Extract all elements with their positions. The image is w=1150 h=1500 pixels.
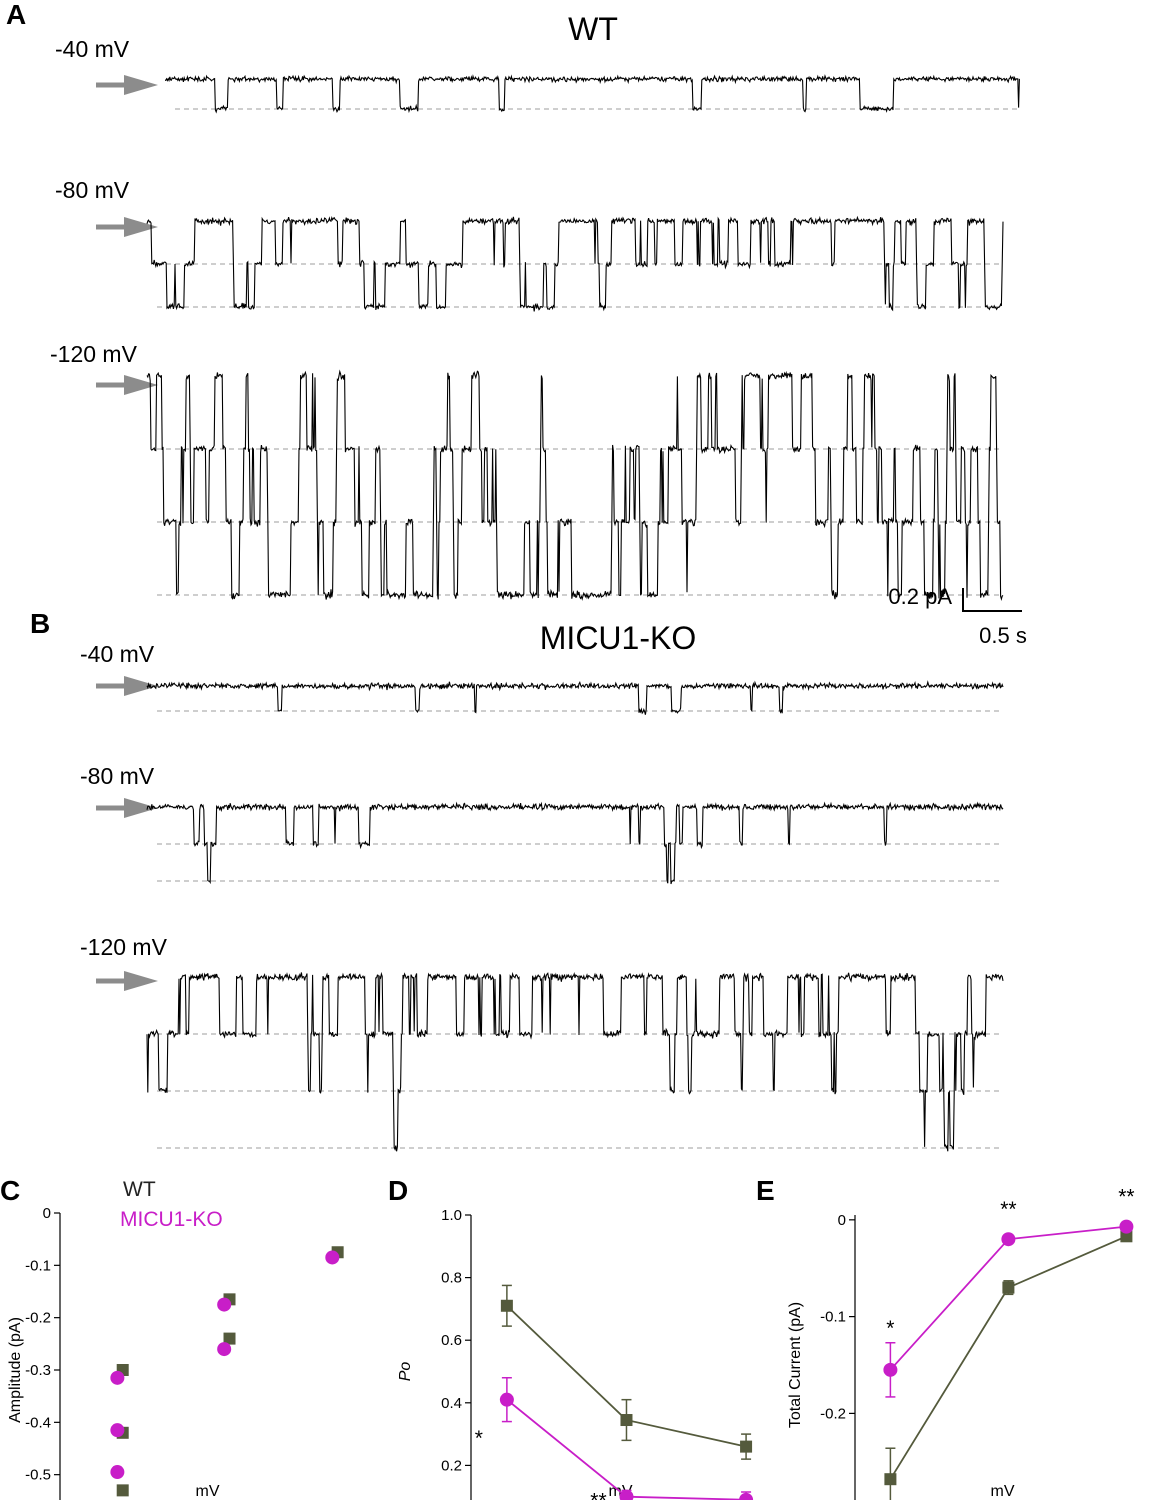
- y-tick-label: -0.4: [25, 1414, 51, 1431]
- y-axis-label: Total Current (pA): [787, 1302, 804, 1428]
- y-tick-label: 0: [838, 1212, 846, 1229]
- panel-a-title: WT: [568, 11, 618, 47]
- y-axis-label: Amplitude (pA): [7, 1317, 24, 1423]
- micu1-ko-data-point: [883, 1362, 898, 1377]
- scale-bar-time-label: 0.5 s: [979, 623, 1027, 648]
- micu1-ko-data-point: [110, 1465, 125, 1480]
- y-tick-label: -0.1: [25, 1257, 51, 1274]
- micu1-ko-data-point: [217, 1297, 232, 1312]
- voltage-label: -40 mV: [55, 36, 130, 62]
- wt-data-point: [740, 1440, 753, 1453]
- panel-d: D 00.20.40.60.81.0-120-80-40mVPo***: [388, 1175, 754, 1500]
- po-chart: 00.20.40.60.81.0-120-80-40mVPo***: [397, 1207, 754, 1500]
- micu1-ko-data-point: [619, 1489, 634, 1500]
- wt-data-point: [116, 1364, 129, 1376]
- wt-traces: -40 mV -80 mV -120 mV: [50, 36, 1020, 601]
- significance-marker: **: [1000, 1198, 1016, 1221]
- y-tick-label: 0.6: [441, 1332, 462, 1349]
- significance-marker: **: [590, 1489, 606, 1500]
- legend-wt: WT: [123, 1178, 156, 1201]
- panel-c: C WT MICU1-KO 0-0.1-0.2-0.3-0.4-0.5-0.6-…: [0, 1175, 344, 1500]
- wt-data-point: [1002, 1281, 1015, 1294]
- micu1-ko-data-point: [325, 1250, 340, 1265]
- arrow-head: [124, 217, 158, 237]
- voltage-label: -120 mV: [80, 934, 168, 960]
- panel-b-title: MICU1-KO: [540, 620, 696, 656]
- wt-data-point: [500, 1299, 513, 1312]
- micu1-ko-data-point: [217, 1342, 232, 1357]
- panel-letter-b: B: [30, 608, 50, 639]
- y-tick-label: 0.8: [441, 1270, 462, 1287]
- panel-letter-a: A: [6, 0, 26, 30]
- panel-letter-c: C: [0, 1175, 20, 1206]
- micu1-ko-data-point: [110, 1370, 125, 1385]
- voltage-label: -120 mV: [50, 341, 138, 367]
- panel-letter-e: E: [756, 1175, 775, 1206]
- amplitude-chart: 0-0.1-0.2-0.3-0.4-0.5-0.6-120-80-40mVAmp…: [7, 1205, 344, 1500]
- legend-micu1-ko: MICU1-KO: [120, 1208, 223, 1231]
- micu1-ko-data-point: [1119, 1219, 1134, 1234]
- panel-a: A WT -40 mV -80 mV -120 mV: [6, 0, 1020, 601]
- voltage-label: -80 mV: [80, 763, 155, 789]
- x-axis-label: mV: [991, 1483, 1015, 1500]
- y-tick-label: 0.2: [441, 1457, 462, 1474]
- y-tick-label: 0.4: [441, 1395, 462, 1412]
- total-current-chart: 0-0.1-0.2-0.3-120-80-40mVTotal Current (…: [787, 1186, 1135, 1500]
- micu1-ko-data-point: [110, 1423, 125, 1438]
- wt-series-line: [889, 1235, 1127, 1480]
- current-trace: [146, 801, 1004, 885]
- current-trace: [146, 680, 1004, 715]
- x-axis-label: mV: [196, 1483, 220, 1500]
- arrow-head: [124, 75, 158, 95]
- y-tick-label: -0.2: [25, 1310, 51, 1327]
- voltage-label: -80 mV: [55, 177, 130, 203]
- y-tick-label: -0.3: [25, 1362, 51, 1379]
- panel-b: B MICU1-KO -40 mV -80 mV -120 mV: [30, 608, 1004, 1152]
- wt-data-point: [223, 1332, 236, 1345]
- current-trace: [146, 971, 1004, 1152]
- y-tick-label: -0.2: [820, 1405, 846, 1422]
- wt-data-point: [620, 1414, 633, 1427]
- current-trace: [165, 74, 1020, 114]
- significance-marker: *: [475, 1427, 483, 1450]
- y-axis-label: Po: [397, 1362, 414, 1382]
- arrow-head: [124, 971, 158, 991]
- significance-marker: *: [886, 1317, 894, 1340]
- scale-bar-current-label: 0.2 pA: [888, 584, 952, 609]
- panel-letter-d: D: [388, 1175, 408, 1206]
- scale-bar: 0.2 pA 0.5 s: [888, 584, 1026, 648]
- arrow-head: [124, 375, 158, 395]
- wt-data-point: [116, 1484, 129, 1497]
- current-trace: [146, 215, 1004, 312]
- arrow-head: [124, 676, 158, 696]
- current-trace: [146, 369, 1004, 601]
- wt-data-point: [1120, 1230, 1133, 1243]
- panel-e: E 0-0.1-0.2-0.3-120-80-40mVTotal Current…: [756, 1175, 1135, 1500]
- micu1-ko-data-point: [1001, 1232, 1016, 1247]
- voltage-label: -40 mV: [80, 641, 155, 667]
- y-tick-label: 1.0: [441, 1207, 462, 1224]
- significance-marker: **: [1118, 1186, 1134, 1209]
- arrow-head: [124, 798, 158, 818]
- micu1-ko-traces: -40 mV -80 mV -120 mV: [80, 641, 1004, 1152]
- y-tick-label: -0.1: [820, 1309, 846, 1326]
- micu1-ko-data-point: [739, 1492, 754, 1500]
- micu1-ko-data-point: [499, 1392, 514, 1407]
- y-tick-label: 0: [43, 1205, 51, 1222]
- micu1-ko-series-line: [889, 1225, 1127, 1371]
- wt-data-point: [884, 1473, 897, 1486]
- y-tick-label: -0.5: [25, 1467, 51, 1484]
